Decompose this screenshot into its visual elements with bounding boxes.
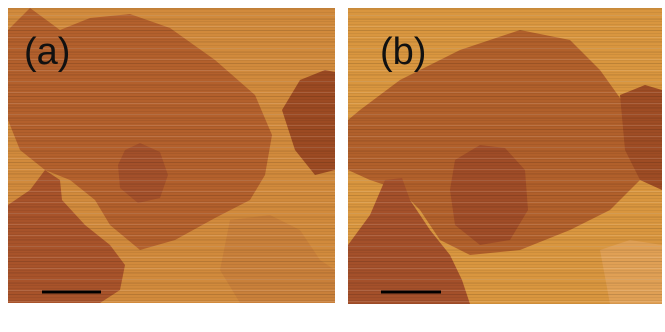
page: {"panels": [{"label": "(a)"}, {"label": … <box>0 0 665 332</box>
panel-label: (a) <box>24 31 70 73</box>
figure: (a) (b) <box>0 0 665 332</box>
panel-label: (b) <box>380 31 426 73</box>
